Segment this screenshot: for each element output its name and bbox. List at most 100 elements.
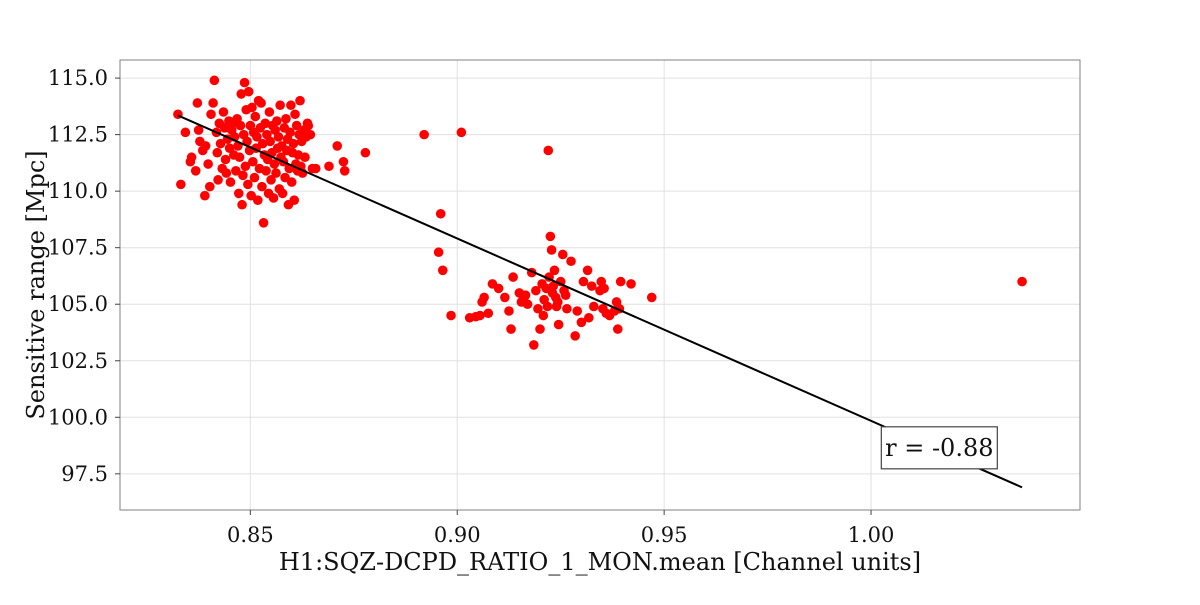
y-tick-label: 115.0 [48, 66, 108, 90]
data-point [271, 168, 281, 178]
data-point [206, 109, 216, 120]
data-point [360, 147, 371, 158]
data-point [560, 290, 571, 300]
data-point [570, 331, 580, 341]
data-point [582, 265, 593, 276]
data-point [269, 159, 280, 169]
data-point [266, 175, 276, 185]
data-point [275, 100, 285, 111]
data-point [522, 299, 533, 310]
x-tick-label: 1.00 [848, 523, 895, 547]
data-point [212, 147, 223, 158]
data-point [456, 127, 467, 138]
annotation-text: r = -0.88 [885, 434, 993, 462]
x-tick-label: 0.90 [434, 523, 481, 547]
data-point [215, 138, 226, 149]
data-point [500, 292, 510, 303]
data-point [542, 301, 553, 312]
correlation-annotation: r = -0.88 [880, 426, 998, 470]
data-point [235, 120, 246, 131]
data-point [264, 107, 275, 117]
data-point [546, 245, 557, 255]
data-points [173, 75, 1027, 350]
data-point [268, 193, 279, 203]
data-point [208, 98, 218, 108]
data-point [252, 132, 262, 142]
data-point [247, 102, 257, 113]
x-axis-label: H1:SQZ-DCPD_RATIO_1_MON.mean [Channel un… [279, 548, 921, 576]
data-point [437, 265, 448, 276]
data-point [533, 303, 543, 314]
data-point [250, 111, 261, 122]
y-tick-label: 112.5 [48, 123, 108, 147]
data-point [303, 120, 314, 131]
data-point [566, 256, 576, 267]
data-point [310, 163, 321, 174]
data-point [599, 283, 609, 294]
data-point [549, 265, 560, 276]
data-point [221, 168, 232, 178]
data-point [291, 120, 302, 131]
data-point [646, 292, 657, 303]
data-point [258, 218, 269, 228]
data-point [240, 161, 251, 172]
data-point [237, 199, 247, 210]
plot-frame [119, 59, 1081, 511]
x-tick-label: 0.85 [227, 523, 274, 547]
data-point [543, 145, 554, 156]
data-point [286, 177, 297, 187]
data-point [213, 175, 223, 185]
data-point [277, 188, 288, 199]
data-point [186, 152, 197, 163]
data-point [557, 249, 568, 260]
y-tick-label: 105.0 [48, 292, 108, 316]
data-point [483, 308, 494, 319]
data-point [234, 152, 245, 163]
data-point [528, 340, 539, 350]
data-point [332, 141, 343, 151]
y-tick-label: 102.5 [48, 349, 108, 373]
data-point [538, 310, 549, 321]
data-point [338, 156, 349, 167]
data-point [552, 297, 563, 307]
data-point [248, 156, 258, 167]
data-point [249, 172, 260, 183]
data-point [548, 281, 559, 291]
data-point [324, 161, 334, 172]
data-point [305, 129, 316, 140]
data-point [176, 179, 186, 190]
data-point [562, 303, 572, 314]
data-point [535, 324, 545, 334]
data-point [479, 292, 489, 303]
data-point [260, 118, 271, 129]
data-point [289, 195, 300, 206]
data-point [265, 136, 276, 147]
data-point [339, 166, 350, 176]
data-point [626, 279, 636, 289]
data-point [261, 166, 271, 176]
data-point [435, 208, 446, 219]
data-point [295, 95, 305, 106]
data-point [545, 231, 556, 242]
data-point [300, 152, 310, 163]
data-point [576, 317, 587, 328]
data-point [281, 113, 291, 124]
data-point [504, 306, 514, 316]
data-point [288, 138, 299, 149]
data-point [192, 98, 203, 108]
data-point [286, 100, 296, 111]
data-point [225, 177, 236, 187]
data-point [553, 319, 564, 330]
data-point [203, 159, 213, 169]
data-point [243, 179, 253, 190]
data-point [446, 310, 456, 321]
data-point [588, 301, 599, 312]
x-tick-label: 0.95 [641, 523, 688, 547]
data-point [257, 138, 268, 149]
annotation-box [880, 426, 998, 470]
data-point [615, 276, 626, 287]
data-point [508, 272, 518, 282]
data-point [200, 190, 210, 201]
y-tick-label: 100.0 [48, 405, 108, 429]
data-point [1017, 276, 1027, 287]
